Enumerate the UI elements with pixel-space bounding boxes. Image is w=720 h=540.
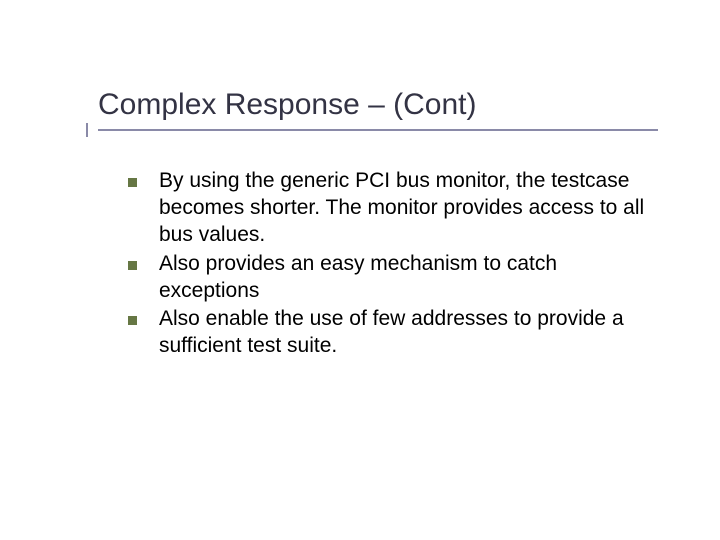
slide-title: Complex Response – (Cont): [98, 88, 658, 123]
list-item: By using the generic PCI bus monitor, th…: [128, 168, 648, 249]
slide: Complex Response – (Cont) By using the g…: [0, 0, 720, 540]
title-region: Complex Response – (Cont): [98, 88, 658, 131]
square-bullet-icon: [128, 261, 137, 270]
list-item: Also enable the use of few addresses to …: [128, 306, 648, 360]
list-item-text: Also enable the use of few addresses to …: [159, 306, 648, 360]
title-underline: [98, 129, 658, 131]
title-tick: [86, 123, 88, 137]
list-item-text: By using the generic PCI bus monitor, th…: [159, 168, 648, 249]
slide-body: By using the generic PCI bus monitor, th…: [128, 168, 648, 362]
square-bullet-icon: [128, 178, 137, 187]
list-item: Also provides an easy mechanism to catch…: [128, 251, 648, 305]
square-bullet-icon: [128, 316, 137, 325]
list-item-text: Also provides an easy mechanism to catch…: [159, 251, 648, 305]
